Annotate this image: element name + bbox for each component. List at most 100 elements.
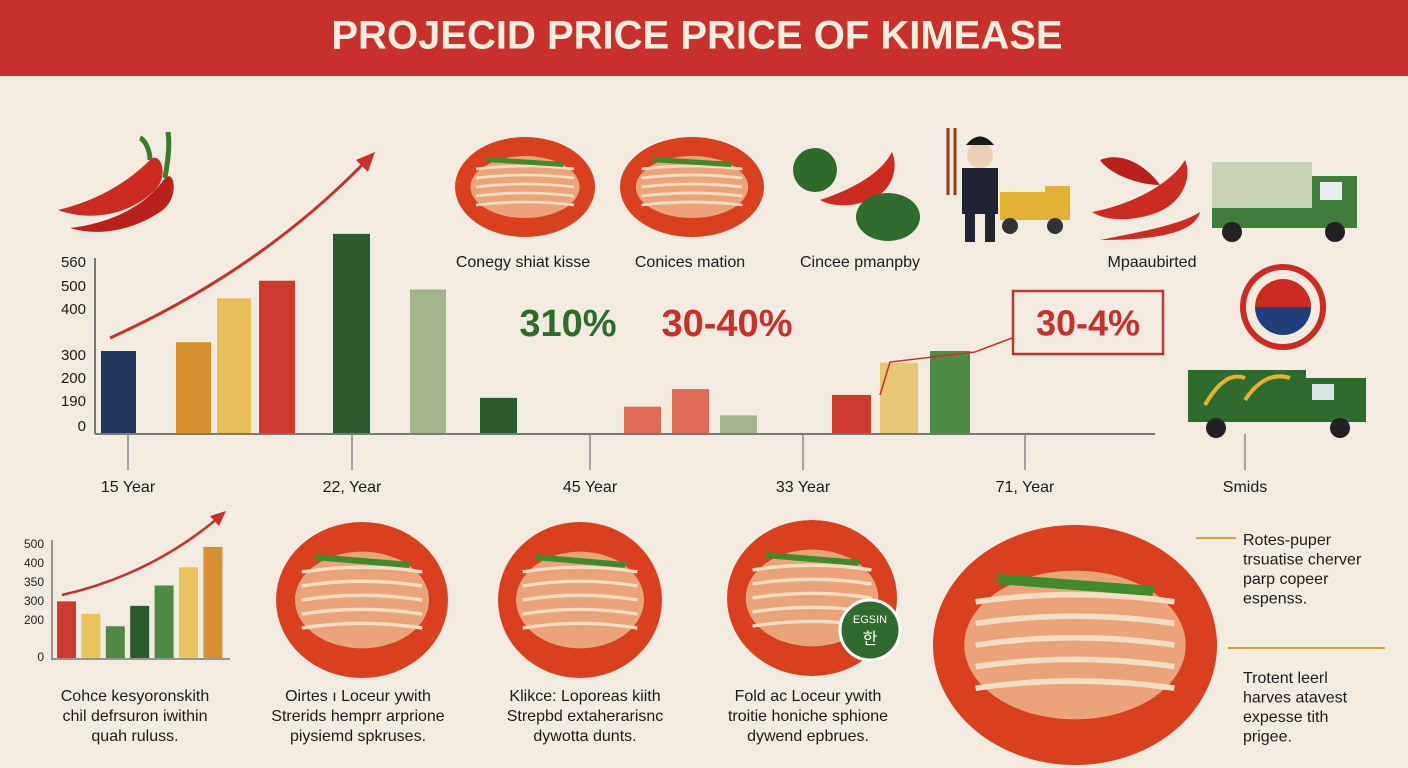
kimchi-stripe (301, 621, 423, 630)
badge-text: 한 (863, 630, 878, 648)
small-chart: 500 400 350 300 200 0 (24, 511, 230, 664)
kimchi-caption: Cohce kesyoronskith (61, 688, 210, 705)
bar (130, 605, 150, 658)
texts: Conegy shiat kisse Conices mation Cincee p… (61, 254, 1385, 746)
x-tick-label: Smids (1223, 479, 1267, 496)
percent: 30-40% (662, 303, 793, 345)
kimchi-caption: Klikce: Loporeas kiith (509, 688, 660, 705)
scallion (764, 552, 860, 566)
kimchi-caption: dywend epbrues. (747, 728, 869, 745)
bar (480, 397, 517, 433)
side-note: prigee. (1243, 729, 1292, 746)
side-note: parp copeer (1243, 571, 1329, 588)
kimchi-caption: dywotta dunts. (533, 728, 636, 745)
pepper-icon (58, 131, 174, 232)
scallion (996, 573, 1154, 597)
bar (832, 394, 871, 433)
kimchi-illustrations: EGSIN 한 (276, 137, 1217, 765)
kimchi-stripe (975, 634, 1175, 648)
kimchi-stripe (522, 621, 638, 630)
bar (930, 351, 970, 433)
side-note: Rotes-puper (1243, 532, 1332, 549)
kimchi-caption: chil defrsuron iwithin (63, 708, 208, 725)
y-tick-label: 0 (37, 650, 44, 664)
scallion (314, 554, 410, 568)
header (0, 0, 1408, 76)
side-note: trsuatise cherver (1243, 552, 1362, 569)
y-tick-label: 560 (61, 254, 86, 271)
truck-icon (1188, 370, 1366, 438)
x-tick-label: 33 Year (776, 479, 831, 496)
title: PROJECID PRICE PRICE OF KIMEASE (331, 14, 1062, 58)
trend-arrow (61, 517, 219, 597)
kimchi-stripe (641, 182, 743, 189)
kimchi-stripe (641, 164, 743, 171)
side-note: Trotent leerl (1243, 670, 1328, 687)
kimchi-icon (276, 522, 448, 678)
caption: Mpaaubirted (1108, 254, 1197, 271)
y-tick-label: 500 (61, 278, 86, 295)
side-note: expesse tith (1243, 709, 1328, 726)
kimchi-icon (455, 137, 595, 237)
trend-line (879, 337, 1013, 396)
kimchi-stripe (475, 173, 575, 180)
caption: Conegy shiat kisse (456, 254, 590, 271)
bar (203, 546, 223, 658)
worker-icon (946, 128, 1070, 242)
kimchi-stripe (975, 613, 1175, 627)
bar (410, 289, 446, 433)
scallion (534, 554, 626, 568)
bar (176, 342, 211, 433)
kimchi-caption: troitie honiche sphione (728, 708, 888, 725)
y-tick-label: 0 (78, 418, 86, 435)
y-tick-label: 200 (61, 370, 86, 387)
caption: Cincee pmanpby (800, 254, 920, 271)
percent: 30-4% (1036, 303, 1140, 344)
trend-arrow (109, 160, 367, 340)
kimchi-stripe (301, 607, 423, 616)
bar (333, 233, 370, 433)
kimchi-stripe (475, 191, 575, 198)
bar (624, 406, 661, 433)
kimchi-stripe (475, 182, 575, 189)
kimchi-stripe (522, 579, 638, 588)
truck-icon (1212, 162, 1357, 242)
kimchi-icon (498, 522, 662, 678)
y-tick-label: 500 (24, 537, 44, 551)
kimchi-stripe (301, 579, 423, 588)
bar (154, 585, 174, 658)
bar (259, 280, 295, 433)
kimchi-stripe (975, 591, 1175, 605)
kimchi-stripe (975, 678, 1175, 692)
scallion (652, 156, 732, 168)
kimchi-stripe (752, 563, 872, 572)
pepper-icon (1092, 157, 1200, 240)
side-note: espenss. (1243, 591, 1307, 608)
badge-circle (838, 598, 902, 662)
kimchi-stripe (641, 173, 743, 180)
badge: EGSIN 한 (838, 598, 902, 662)
bar (81, 613, 101, 658)
kimchi-caption: Strepbd extaherarisnc (507, 708, 664, 725)
x-tick-label: 71, Year (996, 479, 1055, 496)
flag-icon (1240, 264, 1326, 350)
kimchi-stripe (975, 656, 1175, 670)
y-tick-label: 190 (61, 393, 86, 410)
percent-box (1011, 289, 1165, 356)
x-tick-label: 45 Year (563, 479, 618, 496)
y-tick-label: 350 (24, 575, 44, 589)
bar (57, 601, 76, 658)
kimchi-stripe (522, 593, 638, 602)
kimchi-stripe (475, 164, 575, 171)
kimchi-stripe (522, 607, 638, 616)
y-tick-label: 400 (24, 556, 44, 570)
bar (105, 626, 125, 658)
bar (672, 389, 709, 433)
kimchi-icon (933, 525, 1217, 765)
kimchi-stripe (301, 593, 423, 602)
kimchi-stripe (641, 191, 743, 198)
bar (880, 362, 918, 433)
kimchi-stripe (475, 200, 575, 207)
side-note: harves atavest (1243, 690, 1348, 707)
